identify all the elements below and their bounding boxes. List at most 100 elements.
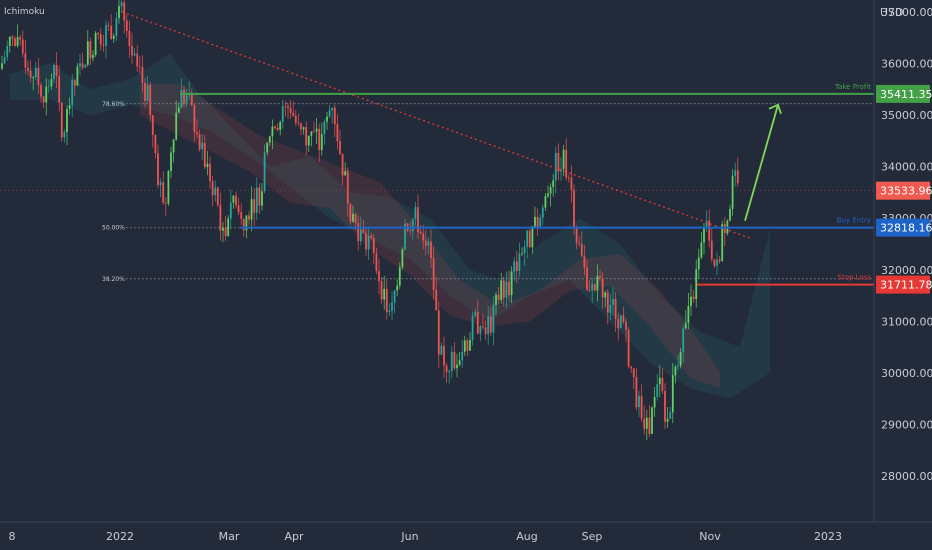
level-tag-take-profit: Take Profit bbox=[834, 83, 871, 91]
candle-body bbox=[432, 258, 435, 290]
candle-body bbox=[653, 397, 656, 408]
price-tick-label: 32000.00 bbox=[881, 264, 932, 277]
time-axis[interactable]: 8 2022 Mar Apr Jun Aug Sep Nov 2023 bbox=[9, 530, 843, 543]
candle-body bbox=[586, 267, 588, 290]
candle-body bbox=[34, 67, 37, 78]
trade-setup-overlays: Take Profit Buy Entry Stop Loss bbox=[0, 11, 874, 286]
candle-body bbox=[528, 230, 531, 248]
candle-body bbox=[601, 277, 604, 298]
price-tick-label: 34000.00 bbox=[881, 161, 932, 174]
candle-body bbox=[63, 132, 66, 138]
candle-body bbox=[318, 128, 321, 150]
candle-body bbox=[674, 366, 677, 376]
candle-body bbox=[141, 66, 144, 83]
candle-body bbox=[133, 53, 136, 56]
candle-body bbox=[411, 219, 414, 232]
candle-body bbox=[367, 235, 370, 250]
candle-body bbox=[697, 257, 700, 270]
candle-body bbox=[224, 227, 227, 237]
candle-body bbox=[255, 187, 258, 213]
candle-body bbox=[552, 180, 555, 188]
candle-body bbox=[219, 205, 222, 231]
price-label-value: 33533.96 bbox=[880, 185, 932, 198]
candle-body bbox=[292, 112, 295, 116]
candle-body bbox=[84, 64, 87, 68]
candle-body bbox=[32, 77, 35, 78]
candle-body bbox=[448, 371, 451, 373]
candle-body bbox=[500, 280, 503, 300]
candle-body bbox=[193, 105, 196, 133]
candle-body bbox=[393, 290, 396, 303]
indicator-label[interactable]: Ichimoku bbox=[4, 7, 45, 17]
cloud-band-1 bbox=[140, 84, 720, 389]
candle-body bbox=[549, 187, 552, 194]
candle-body bbox=[190, 93, 193, 106]
candle-body bbox=[645, 417, 648, 429]
candle-body bbox=[268, 136, 271, 143]
candle-body bbox=[349, 203, 352, 222]
candle-body bbox=[622, 315, 625, 322]
candle-body bbox=[289, 108, 292, 113]
candle-body bbox=[456, 364, 458, 369]
candle-body bbox=[3, 57, 6, 64]
candle-body bbox=[323, 121, 326, 135]
candle-body bbox=[666, 418, 669, 422]
ichimoku-cloud bbox=[10, 53, 770, 399]
candle-body bbox=[570, 177, 573, 190]
candle-body bbox=[45, 86, 48, 103]
candle-body bbox=[640, 395, 643, 419]
candle-body bbox=[60, 102, 63, 138]
time-tick-label: 2022 bbox=[106, 530, 134, 543]
time-tick-label: 2023 bbox=[814, 530, 842, 543]
candle-body bbox=[495, 294, 497, 305]
candle-body bbox=[450, 351, 453, 372]
time-tick-label: Apr bbox=[284, 530, 304, 543]
candle-body bbox=[261, 191, 263, 206]
candle-body bbox=[331, 107, 334, 111]
candle-body bbox=[248, 215, 250, 220]
candle-body bbox=[596, 276, 599, 291]
candle-body bbox=[222, 227, 224, 231]
price-label-value: 31711.78 bbox=[880, 279, 932, 292]
candle-body bbox=[370, 235, 373, 239]
candle-body bbox=[422, 233, 425, 241]
candle-body bbox=[427, 241, 430, 246]
candle-body bbox=[37, 67, 40, 86]
candle-body bbox=[536, 216, 539, 229]
candle-body bbox=[518, 253, 521, 272]
candle-body bbox=[302, 127, 305, 130]
candle-body bbox=[359, 229, 362, 242]
candle-body bbox=[16, 37, 19, 47]
candle-body bbox=[638, 395, 640, 408]
candle-body bbox=[492, 304, 495, 333]
candle-body bbox=[120, 2, 123, 7]
price-tick-label: 28000.00 bbox=[881, 470, 932, 483]
candle-body bbox=[274, 126, 276, 128]
candle-body bbox=[458, 360, 461, 365]
candle-body bbox=[487, 316, 490, 335]
candle-body bbox=[175, 112, 178, 140]
candle-body bbox=[357, 222, 360, 242]
candle-body bbox=[414, 207, 417, 220]
candle-body bbox=[328, 110, 331, 117]
candle-body bbox=[341, 153, 344, 176]
price-axis[interactable]: 28000.00 29000.00 30000.00 31000.00 32000.00… bbox=[876, 6, 932, 483]
candle-body bbox=[263, 152, 266, 192]
candle-body bbox=[128, 30, 131, 46]
candle-body bbox=[658, 377, 661, 385]
candle-body bbox=[211, 181, 214, 196]
candle-body bbox=[632, 368, 635, 378]
candle-body bbox=[440, 345, 443, 355]
candle-body bbox=[1, 63, 3, 69]
candle-body bbox=[242, 218, 245, 231]
price-tick-label: 36000.00 bbox=[881, 58, 932, 71]
candle-body bbox=[437, 310, 440, 355]
price-label-value: 32818.16 bbox=[880, 222, 932, 235]
candle-body bbox=[73, 80, 76, 86]
candle-body bbox=[76, 66, 79, 86]
candle-body bbox=[484, 327, 487, 335]
candle-body bbox=[565, 149, 568, 178]
price-label-box bbox=[876, 181, 930, 200]
candle-body bbox=[661, 377, 664, 392]
